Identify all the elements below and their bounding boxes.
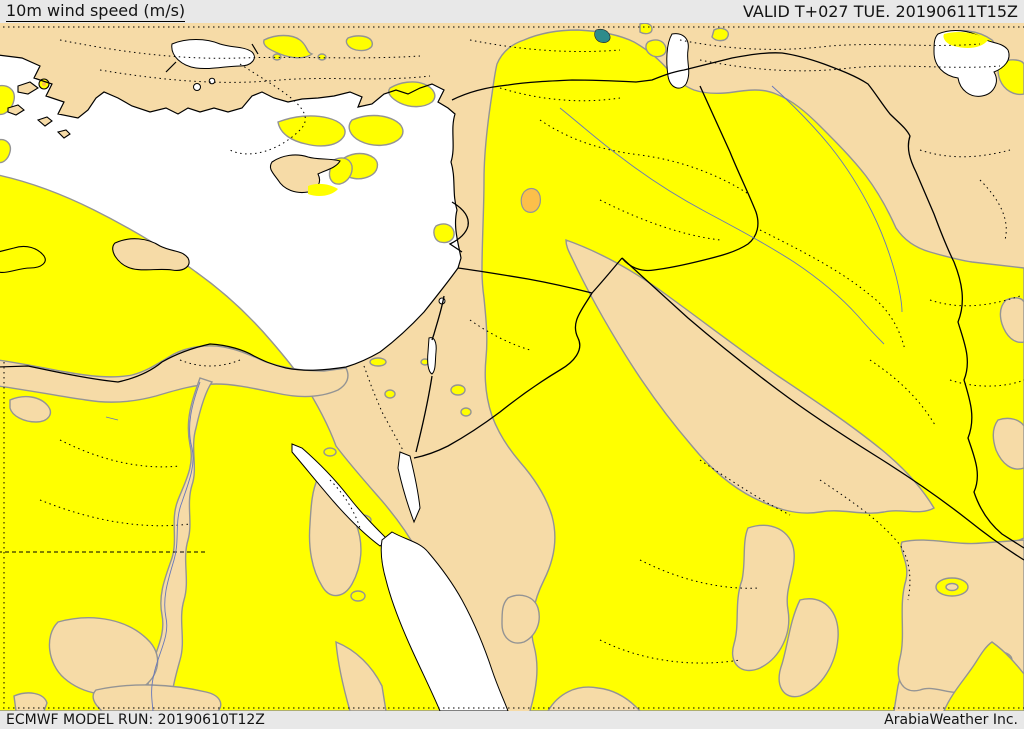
wind-speck-negev-2 [460, 407, 472, 417]
admin-turkey-4 [679, 39, 981, 50]
nile-river [151, 381, 201, 711]
admin-saudi-1 [699, 459, 791, 516]
land-gap-hejaz [501, 594, 540, 644]
admin-iran-3 [949, 379, 1024, 387]
border-jordan-river [415, 295, 445, 453]
tigris-river [771, 85, 903, 313]
admin-syria-2 [599, 199, 721, 241]
border-lebanon [448, 201, 469, 253]
wind-core-island [42, 82, 46, 86]
admin-egypt-1 [59, 439, 181, 468]
wind-patch-turkey-2 [345, 35, 373, 52]
border-jordan-saudi [413, 292, 593, 459]
wind-core-syria [520, 187, 541, 213]
border-jordan-north-east [457, 257, 623, 294]
wind-patch-levant-coast-1 [348, 114, 404, 147]
rhodes-island [112, 238, 190, 271]
land-gap-right-edge-2 [992, 417, 1024, 470]
wind-patch-aegean-2 [0, 138, 12, 164]
dead-sea [427, 337, 437, 375]
wind-patch-over-lake-van [943, 32, 988, 48]
gulf-of-aqaba [397, 451, 421, 524]
admin-iran-1 [919, 149, 1011, 158]
lake-egirdir [193, 83, 201, 91]
admin-turkey-1 [59, 39, 421, 59]
admin-saudi-2 [869, 359, 936, 426]
sea-of-marmara [171, 39, 255, 70]
wind-patch-turkey-3 [645, 39, 667, 58]
wind-speck-suez [323, 447, 337, 457]
border-egypt-israel [363, 365, 405, 453]
footer-bar: ECMWF MODEL RUN: 20190610T12Z ArabiaWeat… [0, 711, 1024, 729]
wind-patch-north-of-cyprus [277, 115, 346, 147]
wind-speck-turkey-b [317, 53, 327, 61]
cyprus-island [269, 154, 341, 194]
border-iraq-saudi [621, 257, 1024, 561]
wind-patch-nw-turkey [263, 34, 314, 59]
admin-jordan [469, 319, 531, 351]
admin-turkey-2 [99, 69, 431, 83]
wind-patch-turkey-4 [639, 23, 653, 35]
aegean-island-4 [56, 129, 71, 139]
admin-iran-2 [929, 295, 1021, 307]
map-title: 10m wind speed (m/s) [6, 1, 186, 22]
wind-speck-gaza [369, 357, 387, 367]
land-gap-sw-corner [13, 692, 48, 711]
border-syria-iraq [621, 85, 759, 272]
ataturk-reservoir [594, 28, 611, 43]
admin-turkey-6 [229, 63, 306, 155]
wind-patch-coast-beirut [433, 223, 455, 244]
model-run-label: ECMWF MODEL RUN: 20190610T12Z [6, 712, 265, 728]
land-gap-bottom-band [547, 686, 641, 711]
header-bar: 10m wind speed (m/s) VALID T+027 TUE. 20… [0, 0, 1024, 23]
admin-syria-1 [539, 119, 751, 196]
branding-label: ArabiaWeather Inc. [884, 712, 1018, 728]
land-gap-central-saudi-1 [731, 524, 795, 672]
wind-speck-negev-1 [450, 384, 466, 396]
land-gap-redsea-west-shore [335, 640, 387, 711]
wind-patch-iskenderun [388, 81, 436, 108]
admin-turkey-3 [469, 39, 621, 53]
wind-speck-redsea-w [350, 590, 366, 602]
lake-tuz [666, 33, 690, 89]
red-sea [380, 531, 509, 711]
land-gap-right-edge-1 [999, 297, 1024, 343]
aegean-island-1 [17, 81, 39, 95]
land-gap-central-saudi-2 [778, 598, 839, 698]
admin-iraq-1 [759, 229, 906, 351]
border-turkey-syria-iran [451, 52, 1024, 549]
admin-saudi-3 [639, 559, 761, 589]
euphrates-river [559, 107, 885, 345]
admin-saudi-5 [599, 639, 741, 664]
valid-time-label: VALID T+027 TUE. 20190611T15Z [742, 2, 1018, 21]
aegean-island-3 [36, 116, 53, 127]
admin-turkey-5 [699, 59, 1001, 72]
admin-turkey-7 [499, 87, 621, 102]
admin-nile-delta [179, 359, 241, 367]
aegean-island-2 [7, 104, 25, 116]
wind-tongue-se-corner [943, 641, 1024, 711]
dardanelles-strait [165, 61, 177, 73]
wind-speck-sinai-n [384, 389, 396, 399]
land-gap-sw-egypt-2 [92, 684, 222, 711]
land-dot-se-ring [945, 582, 959, 592]
wind-speck-turkey-a [272, 53, 282, 61]
land-gap-qattara [9, 395, 52, 423]
crete-island [0, 245, 46, 273]
wind-patch-cyprus-east [308, 183, 338, 197]
lake-beysehir [208, 77, 216, 85]
admin-egypt-2 [39, 499, 191, 527]
lake-qarun [105, 416, 119, 421]
bosphorus-strait [251, 43, 259, 55]
nile-valley [147, 377, 214, 711]
wind-patch-turkey-5 [711, 27, 729, 42]
desert-gap-syria-saudi [565, 239, 935, 514]
